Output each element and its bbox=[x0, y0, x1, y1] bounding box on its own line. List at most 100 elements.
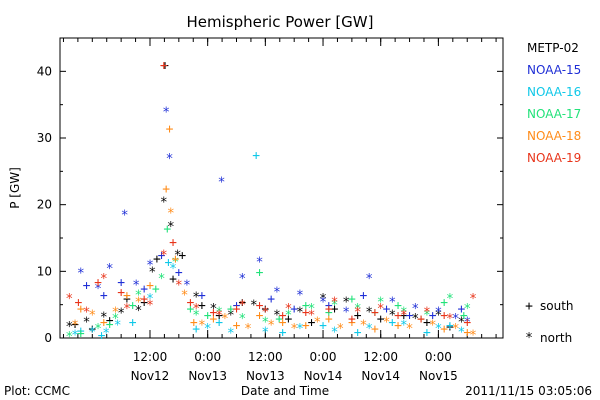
point-noaa-18-south: + bbox=[233, 319, 241, 334]
point-noaa-15-south: + bbox=[290, 302, 298, 317]
point-metp-02-south: + bbox=[446, 320, 454, 335]
point-noaa-17-south: + bbox=[77, 327, 85, 342]
point-noaa-18-north: * bbox=[198, 319, 206, 334]
point-noaa-19-north: * bbox=[146, 299, 154, 314]
point-metp-02-south: + bbox=[169, 272, 177, 287]
point-noaa-17-north: * bbox=[446, 292, 454, 307]
legend-noaa-16: NOAA-16 bbox=[527, 85, 581, 99]
point-metp-02-south: + bbox=[178, 249, 186, 264]
point-noaa-16-north: * bbox=[458, 325, 466, 340]
point-noaa-19-south: + bbox=[117, 285, 125, 300]
point-noaa-17-north: * bbox=[135, 289, 143, 304]
point-noaa-16-north: * bbox=[88, 325, 96, 340]
point-noaa-15-south: + bbox=[140, 282, 148, 297]
x-tick-time: 0:00 bbox=[425, 350, 452, 364]
x-tick-date: Nov14 bbox=[304, 369, 343, 383]
point-noaa-17-north: * bbox=[65, 330, 73, 345]
point-noaa-19-north: * bbox=[469, 292, 477, 307]
point-noaa-15-north: * bbox=[166, 152, 174, 167]
marker-legend-south-label: south bbox=[540, 299, 574, 313]
point-noaa-19-south: + bbox=[140, 292, 148, 307]
point-metp-02-north: * bbox=[273, 309, 281, 324]
point-noaa-16-south: + bbox=[446, 319, 454, 334]
point-noaa-16-north: * bbox=[331, 325, 339, 340]
point-metp-02-north: * bbox=[100, 311, 108, 326]
point-noaa-18-south: + bbox=[325, 312, 333, 327]
point-noaa-17-south: + bbox=[163, 222, 171, 237]
point-noaa-15-south: + bbox=[359, 289, 367, 304]
point-metp-02-north: * bbox=[296, 305, 304, 320]
point-metp-02-south: + bbox=[423, 315, 431, 330]
point-noaa-15-south: + bbox=[158, 249, 166, 264]
point-noaa-15-north: * bbox=[218, 175, 226, 190]
point-noaa-17-north: * bbox=[463, 302, 471, 317]
point-noaa-18-north: * bbox=[313, 315, 321, 330]
point-noaa-15-south: + bbox=[325, 299, 333, 314]
point-noaa-19-north: * bbox=[65, 292, 73, 307]
point-noaa-15-south: + bbox=[83, 279, 91, 294]
point-noaa-18-north: * bbox=[221, 312, 229, 327]
point-noaa-18-north: * bbox=[469, 329, 477, 344]
point-noaa-17-north: * bbox=[238, 312, 246, 327]
point-metp-02-north: * bbox=[227, 309, 235, 324]
point-noaa-19-south: + bbox=[394, 309, 402, 324]
point-noaa-17-south: + bbox=[460, 309, 468, 324]
point-noaa-19-north: * bbox=[423, 305, 431, 320]
point-noaa-18-south: + bbox=[190, 315, 198, 330]
point-noaa-18-north: * bbox=[244, 322, 252, 337]
point-noaa-17-south: + bbox=[371, 305, 379, 320]
legend-metp-02: METP-02 bbox=[527, 41, 579, 55]
point-noaa-15-north: * bbox=[434, 305, 442, 320]
point-noaa-18-south: + bbox=[162, 182, 170, 197]
point-noaa-18-south: + bbox=[123, 289, 131, 304]
point-metp-02-south: + bbox=[140, 295, 148, 310]
point-metp-02-south: + bbox=[331, 302, 339, 317]
point-noaa-17-south: + bbox=[325, 305, 333, 320]
point-noaa-19-north: * bbox=[160, 249, 168, 264]
point-noaa-17-south: + bbox=[129, 299, 137, 314]
point-noaa-16-south: + bbox=[77, 324, 85, 339]
plot-frame bbox=[59, 37, 504, 339]
point-noaa-15-north: * bbox=[94, 282, 102, 297]
point-metp-02-north: * bbox=[192, 291, 200, 306]
point-noaa-16-north: * bbox=[204, 322, 212, 337]
point-noaa-18-south: + bbox=[279, 315, 287, 330]
point-noaa-15-south: + bbox=[198, 289, 206, 304]
point-metp-02-south: + bbox=[215, 309, 223, 324]
point-noaa-16-north: * bbox=[71, 329, 79, 344]
point-noaa-19-north: * bbox=[83, 305, 91, 320]
point-noaa-17-south: + bbox=[204, 309, 212, 324]
legend-noaa-19: NOAA-19 bbox=[527, 151, 581, 165]
footer-x-axis-label: Date and Time bbox=[241, 384, 329, 398]
x-tick-date: Nov15 bbox=[419, 369, 458, 383]
point-noaa-15-north: * bbox=[452, 312, 460, 327]
point-noaa-17-south: + bbox=[302, 299, 310, 314]
point-noaa-15-north: * bbox=[121, 209, 129, 224]
legend-noaa-15: NOAA-15 bbox=[527, 63, 581, 77]
x-axis: 12:00 Nov12 0:00 Nov13 12:00 Nov13 0:00 Nov14 12… bbox=[62, 38, 497, 383]
point-noaa-17-north: * bbox=[400, 305, 408, 320]
point-metp-02-south: + bbox=[400, 309, 408, 324]
point-metp-02-south: + bbox=[377, 312, 385, 327]
point-noaa-15-south: + bbox=[267, 292, 275, 307]
point-noaa-16-north: * bbox=[169, 262, 177, 277]
point-noaa-16-south: + bbox=[192, 322, 200, 337]
point-noaa-19-south: + bbox=[233, 302, 241, 317]
point-noaa-19-south: + bbox=[440, 309, 448, 324]
point-noaa-17-south: + bbox=[417, 312, 425, 327]
y-axis: 0 10 20 30 40 bbox=[37, 64, 503, 345]
point-metp-02-north: * bbox=[148, 265, 156, 280]
point-noaa-19-north: * bbox=[261, 305, 269, 320]
point-metp-02-south: + bbox=[71, 317, 79, 332]
point-noaa-15-north: * bbox=[342, 305, 350, 320]
point-noaa-15-south: + bbox=[383, 302, 391, 317]
point-noaa-16-south: + bbox=[252, 149, 260, 164]
x-tick-date: Nov13 bbox=[246, 369, 285, 383]
point-noaa-18-south: + bbox=[348, 315, 356, 330]
x-tick-time: 12:00 bbox=[248, 350, 283, 364]
point-metp-02-north: * bbox=[319, 292, 327, 307]
y-axis-label: P [GW] bbox=[8, 167, 22, 209]
point-noaa-17-north: * bbox=[171, 255, 179, 270]
point-noaa-18-north: * bbox=[71, 319, 79, 334]
point-noaa-17-north: * bbox=[331, 299, 339, 314]
